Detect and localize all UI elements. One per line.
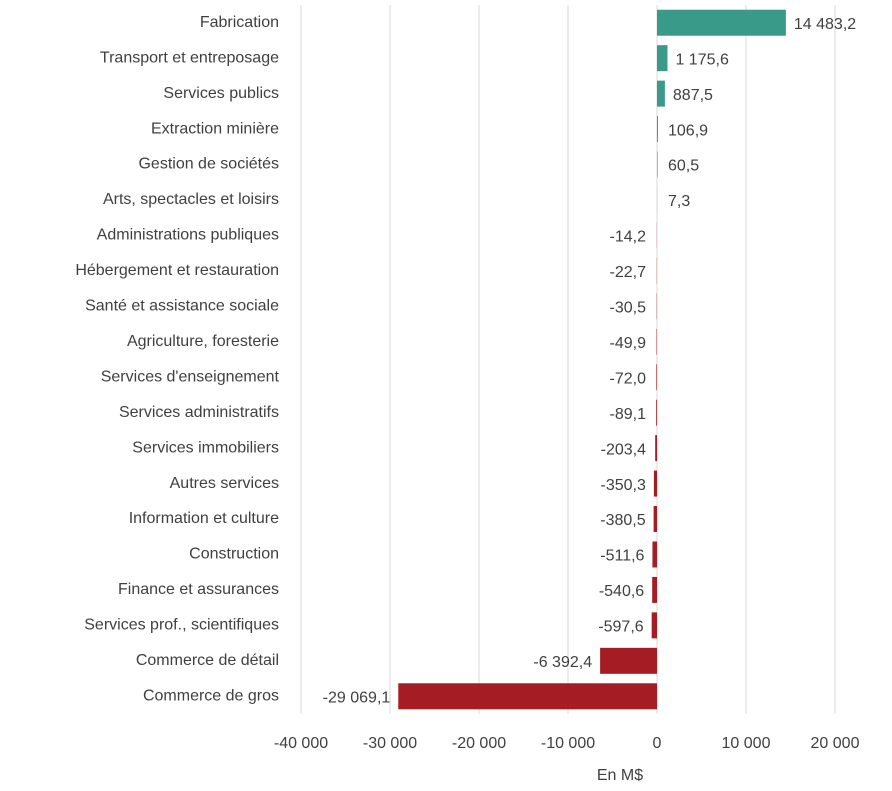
y-tick-label: Information et culture bbox=[129, 510, 279, 527]
value-label: -22,7 bbox=[610, 264, 647, 281]
y-tick-label: Services prof., scientifiques bbox=[84, 617, 279, 634]
bar bbox=[652, 576, 657, 603]
value-label: -49,9 bbox=[610, 335, 647, 352]
y-tick-label: Autres services bbox=[170, 475, 279, 492]
bar bbox=[656, 399, 657, 426]
y-tick-label: Services immobiliers bbox=[132, 439, 279, 456]
y-tick-label: Administrations publiques bbox=[97, 227, 279, 244]
y-tick-label: Arts, spectacles et loisirs bbox=[103, 191, 279, 208]
value-label: -540,6 bbox=[599, 583, 644, 600]
value-label: -72,0 bbox=[610, 370, 647, 387]
bar bbox=[657, 80, 665, 107]
y-tick-label: Transport et entreposage bbox=[100, 49, 279, 66]
bar bbox=[600, 647, 657, 674]
bar bbox=[657, 9, 786, 36]
value-label: 60,5 bbox=[668, 158, 699, 175]
x-tick-label: -30 000 bbox=[363, 735, 417, 752]
bar bbox=[653, 506, 657, 533]
x-tick-label: -10 000 bbox=[541, 735, 595, 752]
y-tick-label: Santé et assistance sociale bbox=[85, 298, 279, 315]
y-tick-label: Services publics bbox=[163, 85, 279, 102]
y-tick-label: Finance et assurances bbox=[118, 581, 279, 598]
bar bbox=[656, 364, 657, 391]
x-tick-label: 0 bbox=[653, 735, 662, 752]
value-label: -203,4 bbox=[601, 441, 646, 458]
y-tick-label: Gestion de sociétés bbox=[138, 156, 279, 173]
y-tick-label: Hébergement et restauration bbox=[75, 262, 279, 279]
y-tick-label: Construction bbox=[189, 546, 279, 563]
value-label: 887,5 bbox=[673, 87, 713, 104]
bar bbox=[657, 116, 658, 143]
y-tick-label: Commerce de gros bbox=[143, 687, 279, 704]
value-label: -89,1 bbox=[610, 406, 647, 423]
bar bbox=[652, 541, 657, 568]
value-label: -380,5 bbox=[600, 512, 645, 529]
bar bbox=[653, 470, 657, 497]
y-tick-label: Agriculture, foresterie bbox=[127, 333, 279, 350]
value-label: -14,2 bbox=[610, 229, 647, 246]
x-tick-label: 10 000 bbox=[722, 735, 771, 752]
x-tick-label: 20 000 bbox=[811, 735, 860, 752]
y-tick-label: Services d'enseignement bbox=[101, 368, 280, 385]
y-tick-label: Fabrication bbox=[200, 14, 279, 31]
value-label: -30,5 bbox=[610, 300, 647, 317]
bar bbox=[657, 151, 658, 178]
y-tick-label: Extraction minière bbox=[151, 120, 279, 137]
bar bbox=[655, 435, 657, 462]
x-tick-label: -40 000 bbox=[274, 735, 328, 752]
y-tick-label: Commerce de détail bbox=[136, 652, 279, 669]
value-label: 106,9 bbox=[668, 122, 708, 139]
value-label: 14 483,2 bbox=[794, 16, 856, 33]
value-label: 7,3 bbox=[668, 193, 690, 210]
value-label: 1 175,6 bbox=[675, 51, 728, 68]
value-label: -6 392,4 bbox=[533, 654, 592, 671]
value-label: -29 069,1 bbox=[323, 689, 391, 706]
value-label: -350,3 bbox=[601, 477, 646, 494]
bar bbox=[651, 612, 657, 639]
value-label: -511,6 bbox=[600, 548, 644, 565]
bar bbox=[398, 683, 657, 710]
x-tick-label: -20 000 bbox=[452, 735, 506, 752]
value-label: -597,6 bbox=[598, 619, 643, 636]
bar bbox=[657, 45, 668, 72]
x-axis-label: En M$ bbox=[597, 767, 643, 784]
y-tick-label: Services administratifs bbox=[119, 404, 279, 421]
